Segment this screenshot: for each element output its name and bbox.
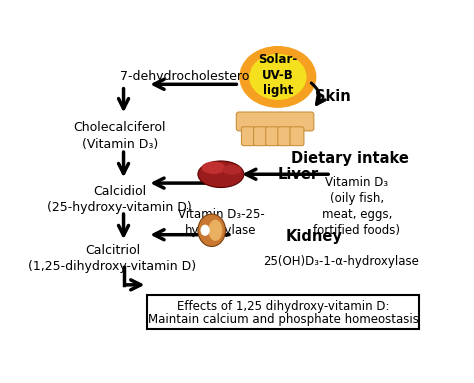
FancyBboxPatch shape — [254, 127, 267, 146]
Text: Calcidiol
(25-hydroxy-vitamin D): Calcidiol (25-hydroxy-vitamin D) — [47, 185, 192, 214]
Ellipse shape — [239, 46, 317, 108]
FancyBboxPatch shape — [278, 127, 292, 146]
FancyBboxPatch shape — [241, 127, 255, 146]
Ellipse shape — [201, 225, 210, 236]
Ellipse shape — [201, 162, 226, 174]
Text: Maintain calcium and phosphate homeostasis: Maintain calcium and phosphate homeostas… — [148, 313, 419, 326]
Text: Kidney: Kidney — [285, 229, 342, 244]
Text: Cholecalciferol
(Vitamin D₃): Cholecalciferol (Vitamin D₃) — [73, 121, 166, 151]
Text: Effects of 1,25 dihydroxy-vitamin D:: Effects of 1,25 dihydroxy-vitamin D: — [177, 300, 390, 313]
Text: Vitamin D₃-25-
hydroxylase: Vitamin D₃-25- hydroxylase — [177, 208, 264, 237]
Ellipse shape — [222, 165, 241, 175]
FancyBboxPatch shape — [266, 127, 280, 146]
Ellipse shape — [198, 161, 244, 188]
Text: Calcitriol
(1,25-dihydroxy-vitamin D): Calcitriol (1,25-dihydroxy-vitamin D) — [28, 244, 197, 273]
Ellipse shape — [249, 54, 307, 100]
Text: Skin: Skin — [315, 88, 350, 103]
Ellipse shape — [209, 220, 222, 241]
Text: Liver: Liver — [278, 167, 319, 182]
Text: Solar-
UV-B
light: Solar- UV-B light — [258, 54, 298, 97]
Bar — [147, 295, 419, 329]
FancyBboxPatch shape — [237, 112, 314, 131]
Text: 25(OH)D₃-1-α-hydroxylase: 25(OH)D₃-1-α-hydroxylase — [263, 255, 419, 268]
Text: 7-dehydrocholesterol: 7-dehydrocholesterol — [120, 70, 253, 83]
Ellipse shape — [198, 214, 226, 247]
FancyBboxPatch shape — [290, 127, 304, 146]
Text: Vitamin D₃
(oily fish,
meat, eggs,
fortified foods): Vitamin D₃ (oily fish, meat, eggs, forti… — [313, 176, 401, 237]
Text: Dietary intake: Dietary intake — [291, 151, 409, 165]
